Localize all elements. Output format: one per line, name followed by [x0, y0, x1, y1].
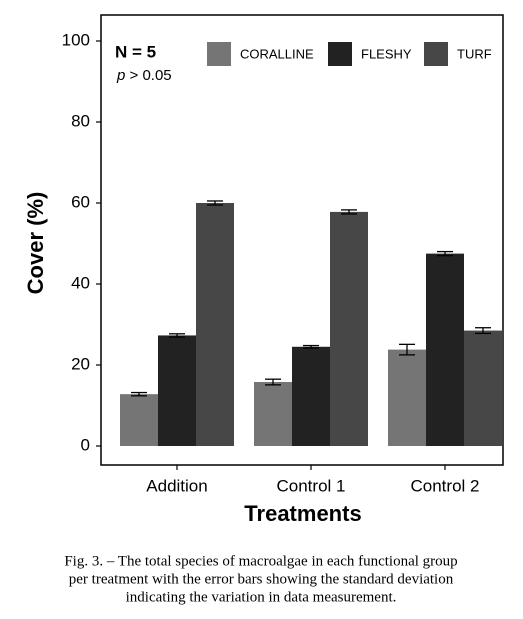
- y-tick-label: 60: [71, 192, 90, 211]
- caption-line: Fig. 3. – The total species of macroalga…: [64, 553, 457, 569]
- bar: [388, 349, 426, 446]
- legend-label: CORALLINE: [240, 46, 314, 61]
- legend-swatch: [424, 42, 448, 66]
- bar: [158, 335, 196, 446]
- p-symbol: p: [116, 67, 125, 84]
- bar: [120, 394, 158, 446]
- y-axis-title: Cover (%): [23, 192, 48, 295]
- bar: [330, 211, 368, 446]
- legend-swatch: [328, 42, 352, 66]
- error-bar: [131, 391, 147, 397]
- y-tick-label: 0: [81, 435, 90, 454]
- p-text: > 0.05: [130, 67, 172, 84]
- n-annotation: N = 5: [115, 42, 156, 61]
- bar: [464, 330, 502, 446]
- y-tick-label: 80: [71, 111, 90, 130]
- bar: [254, 382, 292, 446]
- error-bar: [169, 333, 185, 338]
- caption-line: per treatment with the error bars showin…: [69, 571, 454, 587]
- y-tick-label: 20: [71, 354, 90, 373]
- y-tick-label: 100: [62, 30, 90, 49]
- y-tick-label: 40: [71, 273, 90, 292]
- bar: [196, 203, 234, 446]
- x-tick-label: Control 2: [411, 476, 480, 495]
- error-bar: [207, 200, 223, 206]
- legend-label: TURF: [457, 46, 492, 61]
- error-bar: [399, 343, 415, 356]
- bar: [292, 346, 330, 446]
- x-tick-label: Control 1: [277, 476, 346, 495]
- caption-line: indicating the variation in data measure…: [126, 589, 397, 605]
- error-bar: [341, 209, 357, 215]
- p-annotation: p > 0.05: [116, 67, 172, 84]
- legend-swatch: [207, 42, 231, 66]
- error-bar: [265, 378, 281, 386]
- x-axis-title: Treatments: [244, 501, 361, 526]
- legend-label: FLESHY: [361, 46, 412, 61]
- plot-frame: [100, 14, 504, 466]
- error-bar: [475, 327, 491, 335]
- error-bar: [437, 250, 453, 257]
- x-tick-label: Addition: [146, 476, 207, 495]
- bar: [426, 253, 464, 446]
- error-bar: [303, 344, 319, 349]
